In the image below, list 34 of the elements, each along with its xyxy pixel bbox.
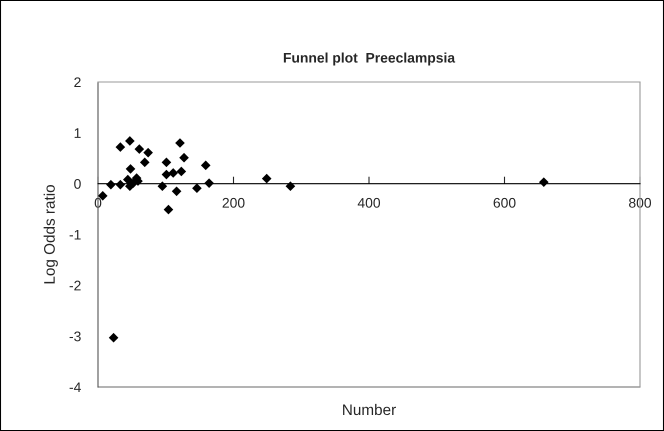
- y-tick-label: 2: [74, 77, 81, 88]
- point: [172, 186, 182, 196]
- x-tick-label: 400: [358, 198, 380, 208]
- point: [140, 158, 150, 168]
- point: [179, 152, 189, 163]
- y-tick-label: -2: [70, 280, 81, 290]
- point: [162, 158, 172, 168]
- x-axis-title: Number: [343, 404, 396, 416]
- point: [116, 142, 126, 152]
- y-axis-title: Log Odds ratio: [44, 185, 58, 284]
- point: [286, 181, 296, 192]
- point: [125, 136, 135, 146]
- y-tick-label: -1: [70, 230, 81, 240]
- y-tick-label: 1: [74, 128, 81, 138]
- y-tick-label: -3: [70, 332, 81, 342]
- y-tick-label: -4: [70, 382, 81, 392]
- point: [164, 204, 174, 214]
- point: [176, 166, 186, 176]
- point: [168, 168, 178, 178]
- point: [123, 174, 133, 184]
- point: [192, 183, 202, 194]
- y-tick-label: 0: [74, 179, 81, 189]
- point: [143, 148, 153, 158]
- point: [108, 332, 118, 343]
- x-tick-label: 200: [222, 198, 245, 208]
- chart-title: Funnel plot Preeclampsia: [284, 52, 456, 66]
- point: [200, 160, 211, 170]
- x-tick-label: 800: [629, 198, 652, 208]
- point: [162, 170, 172, 180]
- point: [262, 174, 272, 184]
- point: [175, 138, 185, 148]
- point: [126, 164, 136, 174]
- point: [134, 144, 144, 154]
- x-tick-label: 600: [494, 198, 516, 208]
